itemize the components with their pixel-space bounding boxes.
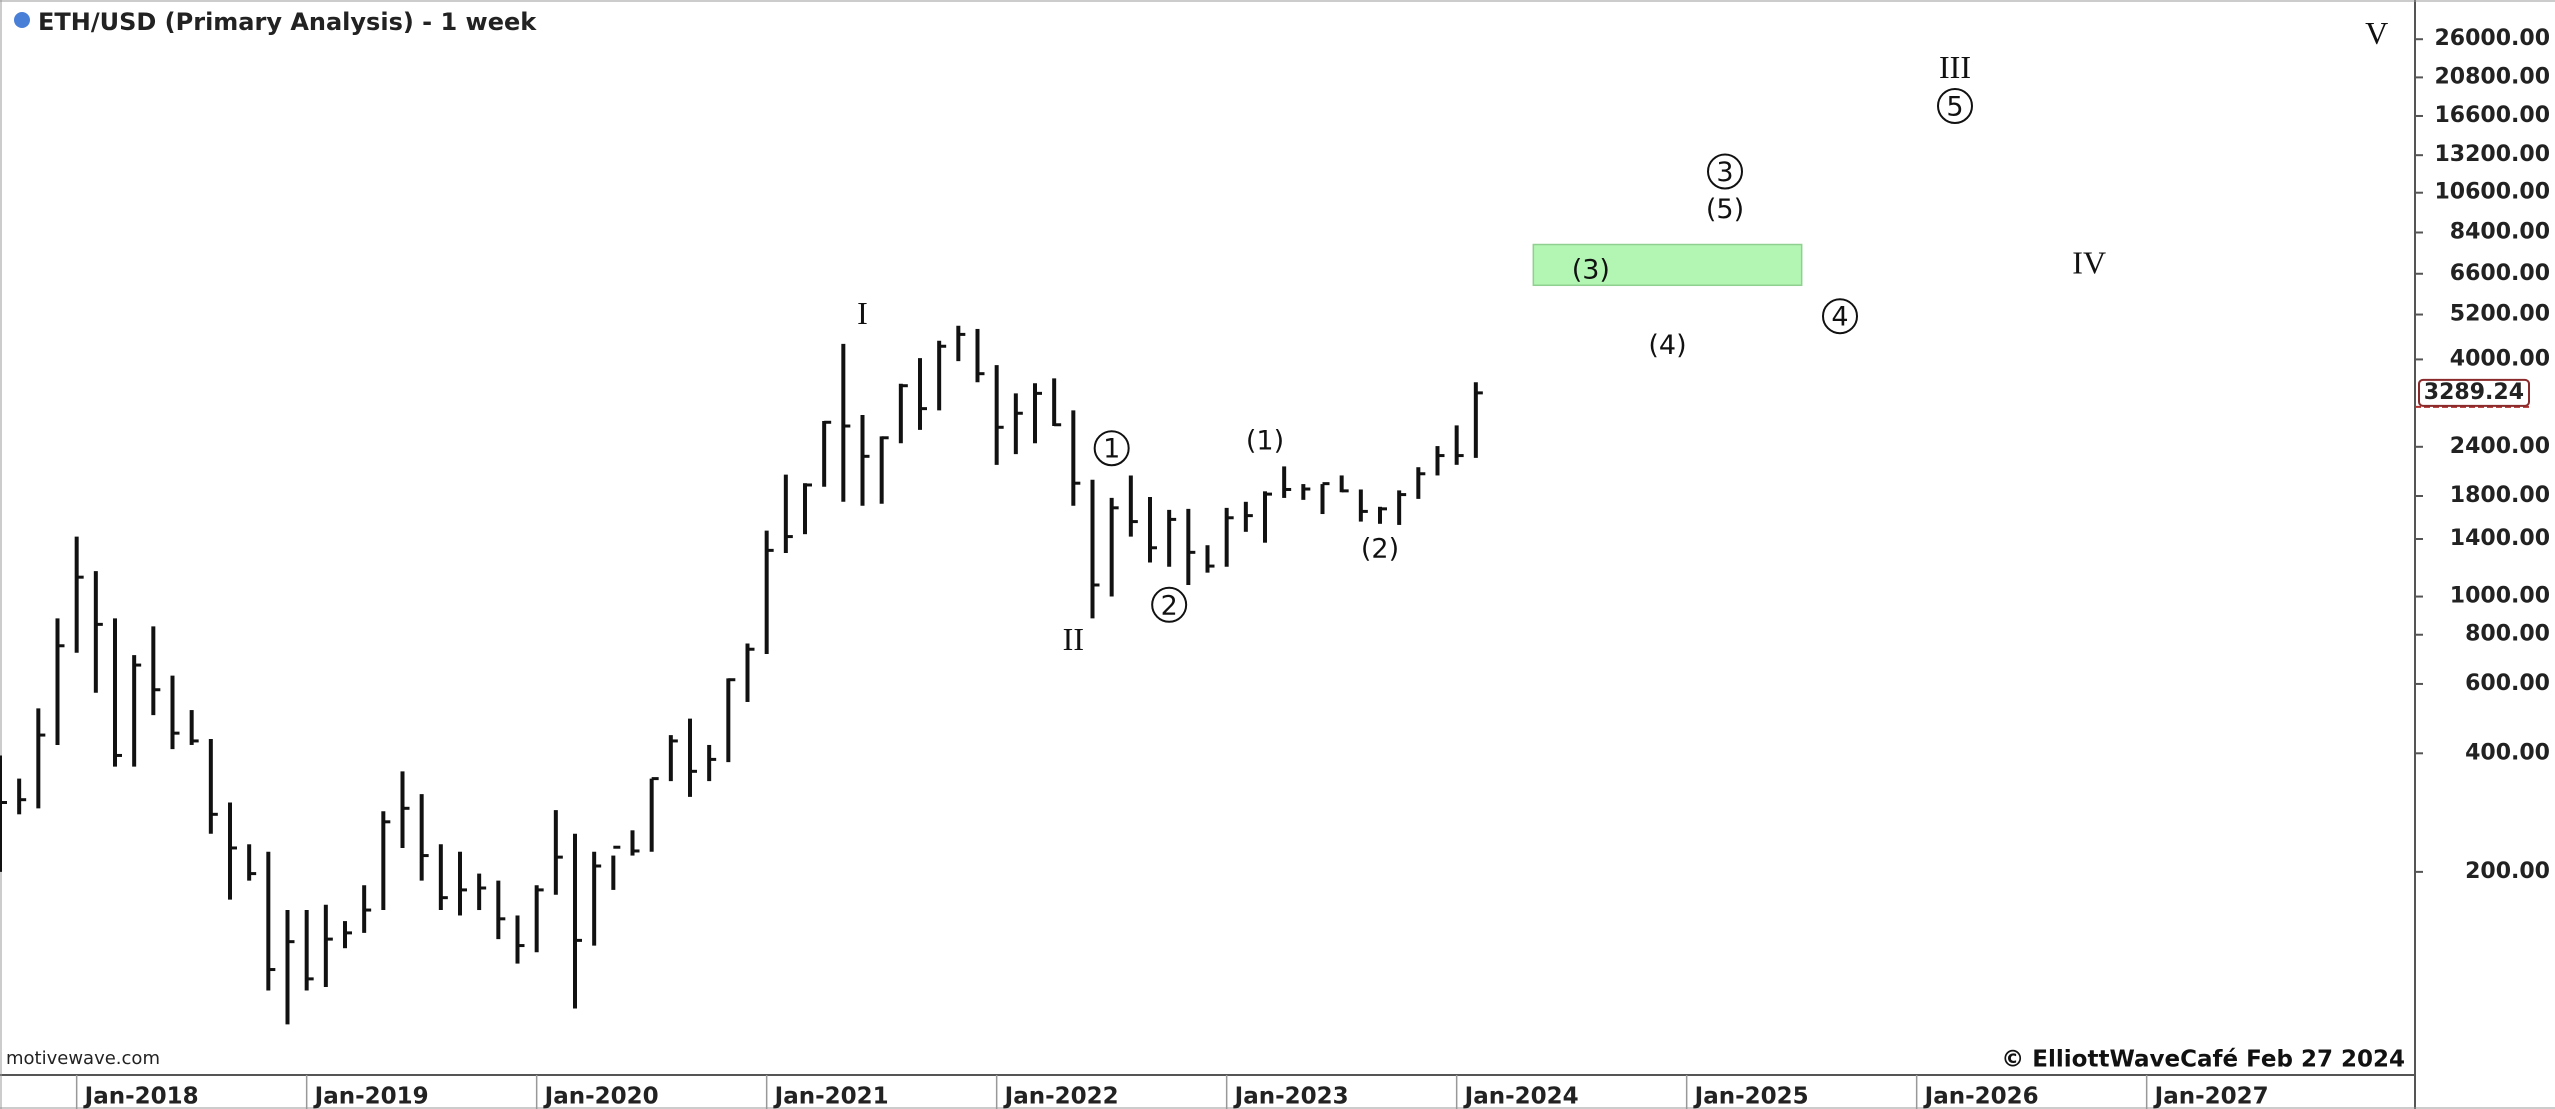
y-tick-label: 16600.00: [2434, 103, 2550, 128]
x-tick-label: Jan-2024: [1463, 1084, 1579, 1109]
wave-label: 2: [1161, 590, 1178, 621]
x-tick-label: Jan-2023: [1233, 1084, 1349, 1109]
y-tick-label: 10600.00: [2434, 180, 2550, 205]
x-tick-label: Jan-2027: [2153, 1084, 2269, 1109]
y-tick-label: 20800.00: [2434, 64, 2550, 89]
x-tick-label: Jan-2020: [543, 1084, 659, 1109]
y-tick-label: 8400.00: [2450, 219, 2550, 244]
x-tick-label: Jan-2019: [313, 1084, 429, 1109]
y-tick-label: 400.00: [2465, 740, 2550, 765]
copyright: © ElliottWaveCafé Feb 27 2024: [2001, 1047, 2405, 1073]
x-tick-label: Jan-2026: [1923, 1084, 2039, 1109]
y-tick-label: 6600.00: [2450, 261, 2550, 286]
y-tick-label: 600.00: [2465, 671, 2550, 696]
wave-label: V: [2365, 15, 2388, 51]
symbol-dot: [14, 12, 30, 28]
wave-circle: [1093, 430, 1130, 467]
last-price-box: [2418, 378, 2530, 407]
x-tick-label: Jan-2018: [83, 1084, 199, 1109]
y-tick-label: 200.00: [2465, 859, 2550, 884]
wave-label: 1: [1103, 434, 1120, 465]
source-label: motivewave.com: [6, 1048, 160, 1069]
wave-label: (4): [1648, 330, 1686, 361]
x-tick-label: Jan-2022: [1003, 1084, 1119, 1109]
y-tick-label: 1000.00: [2450, 584, 2550, 609]
y-tick-label: 26000.00: [2434, 26, 2550, 51]
wave-label: (3): [1572, 254, 1610, 285]
wave-label: (1): [1246, 425, 1284, 456]
wave-circle: [1822, 298, 1858, 335]
wave-circle: [1937, 87, 1973, 124]
y-tick-label: 800.00: [2465, 622, 2550, 647]
x-tick-label: Jan-2021: [773, 1084, 889, 1109]
y-tick-label: 4000.00: [2450, 346, 2550, 371]
y-tick-label: 5200.00: [2450, 302, 2550, 327]
wave-label: I: [857, 295, 868, 331]
wave-label: III: [1939, 49, 1971, 85]
x-tick-label: Jan-2025: [1693, 1084, 1809, 1109]
wave-label: 4: [1831, 302, 1848, 333]
wave-label: II: [1063, 621, 1084, 657]
wave-label: 3: [1716, 157, 1733, 188]
y-tick-label: 13200.00: [2434, 142, 2550, 167]
wave-label: IV: [2072, 245, 2106, 281]
wave-label: (2): [1361, 533, 1399, 564]
y-tick-label: 1800.00: [2450, 483, 2550, 508]
chart-title: ETH/USD (Primary Analysis) - 1 week: [38, 8, 537, 36]
wave-label: 5: [1946, 91, 1963, 122]
target-zone: [1532, 243, 1803, 287]
last-price-label: 3289.24: [2424, 380, 2524, 405]
wave-circle: [1151, 586, 1188, 623]
y-tick-label: 1400.00: [2450, 526, 2550, 551]
y-tick-label: 2400.00: [2450, 434, 2550, 459]
wave-label: (5): [1706, 194, 1744, 225]
wave-circle: [1707, 153, 1743, 190]
